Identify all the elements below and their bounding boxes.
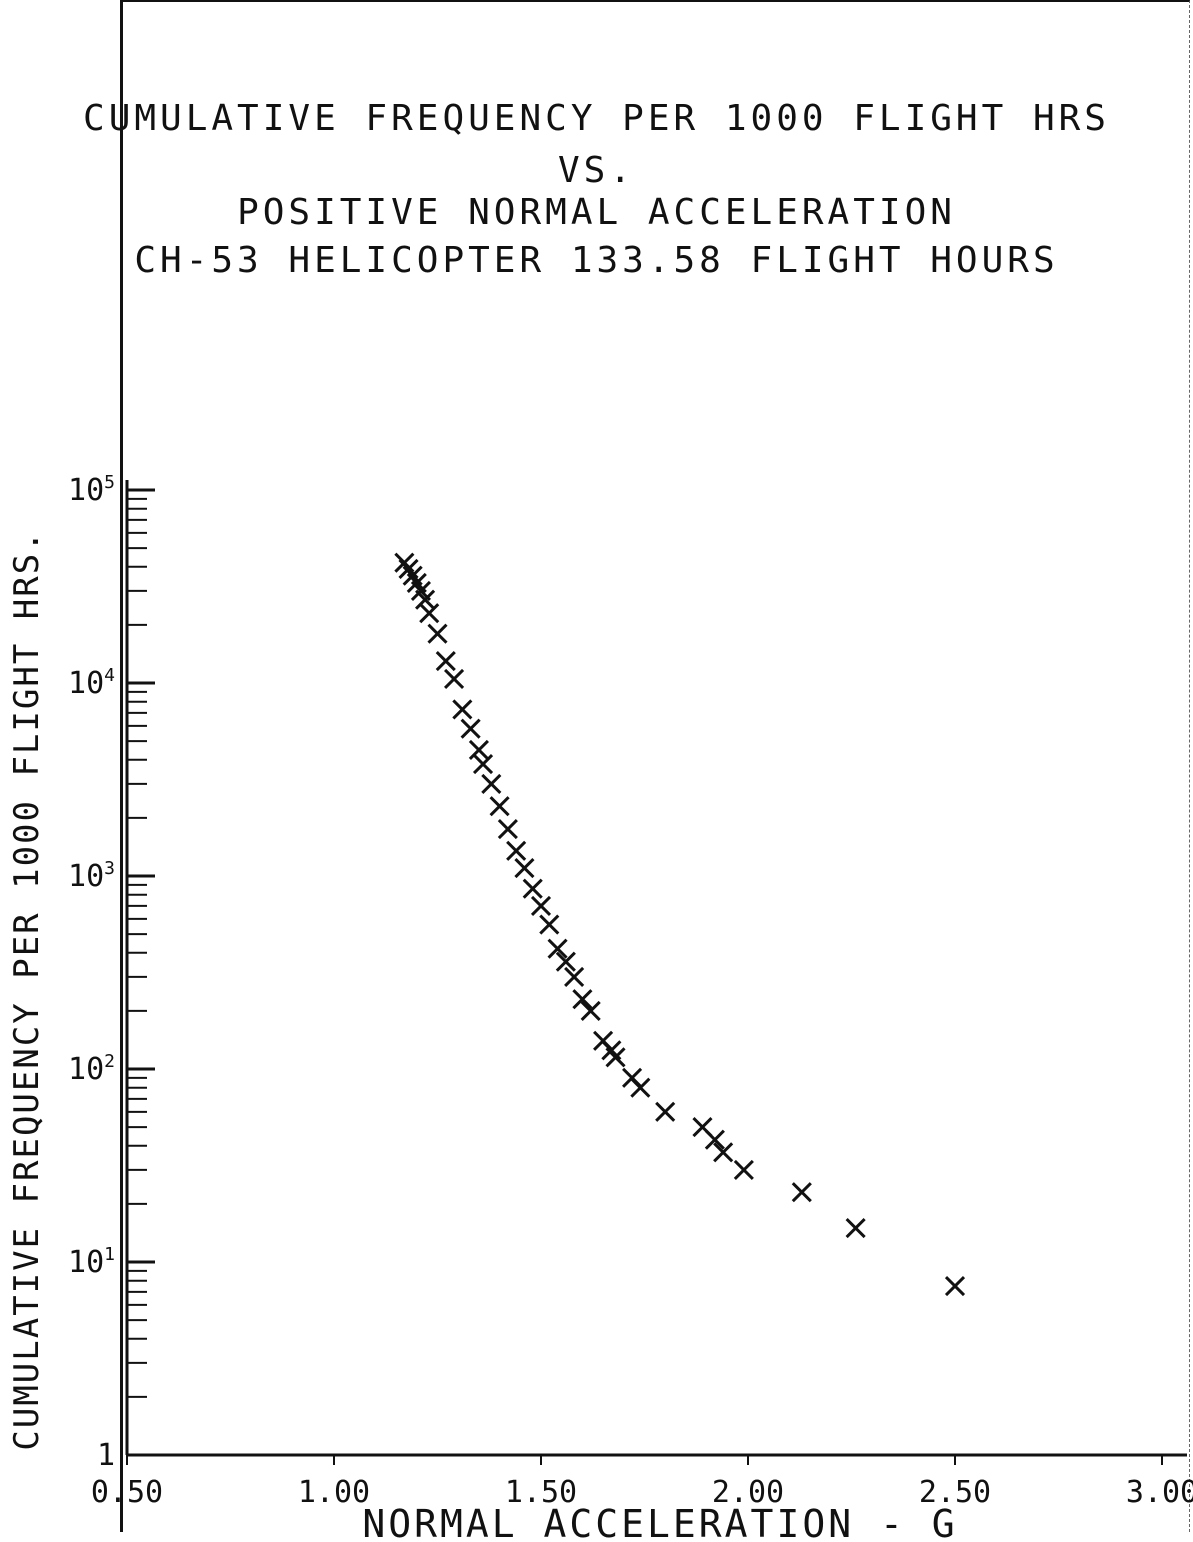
data-point bbox=[791, 1182, 812, 1203]
x-tick-label: 1.50 bbox=[505, 1475, 577, 1510]
data-point bbox=[460, 718, 481, 739]
chart-frame bbox=[120, 0, 1190, 1532]
data-point bbox=[555, 951, 576, 972]
data-point bbox=[655, 1101, 676, 1122]
data-point bbox=[514, 857, 535, 879]
data-point bbox=[704, 1129, 725, 1150]
chart-title-line-4: CH-53 HELICOPTER 133.58 FLIGHT HOURS bbox=[134, 240, 1059, 281]
data-point bbox=[522, 878, 543, 899]
data-point bbox=[489, 796, 510, 817]
y-tick-label: 102 bbox=[68, 1051, 115, 1087]
y-tick-label: 101 bbox=[68, 1244, 115, 1280]
data-point bbox=[506, 840, 527, 861]
data-point bbox=[845, 1217, 866, 1239]
data-point bbox=[605, 1047, 626, 1068]
data-point bbox=[435, 650, 456, 672]
chart-title-line-2: VS. bbox=[557, 150, 636, 191]
data-point bbox=[713, 1142, 734, 1163]
data-point bbox=[630, 1077, 651, 1098]
data-point bbox=[539, 914, 560, 935]
x-tick-label: 3.00 bbox=[1126, 1475, 1193, 1510]
x-tick-label: 2.50 bbox=[919, 1475, 991, 1510]
data-point bbox=[564, 966, 585, 987]
data-point bbox=[427, 623, 448, 644]
data-point bbox=[733, 1159, 754, 1180]
data-point bbox=[530, 895, 552, 916]
data-point bbox=[443, 668, 465, 689]
data-point bbox=[452, 699, 473, 720]
y-tick-label: 1 bbox=[97, 1438, 115, 1473]
y-axis-title: CUMULATIVE FREQUENCY PER 1000 FLIGHT HRS… bbox=[7, 529, 47, 1450]
data-point bbox=[944, 1276, 966, 1297]
chart-title-line-1: CUMULATIVE FREQUENCY PER 1000 FLIGHT HRS bbox=[83, 98, 1110, 139]
data-point bbox=[468, 739, 489, 760]
data-point bbox=[547, 938, 568, 959]
x-tick-label: 2.00 bbox=[712, 1475, 784, 1510]
data-point bbox=[580, 1000, 601, 1021]
data-point bbox=[481, 773, 502, 794]
x-tick-label: 1.00 bbox=[298, 1475, 370, 1510]
data-point bbox=[572, 989, 593, 1010]
x-tick-label: 0.50 bbox=[91, 1475, 163, 1510]
data-point bbox=[419, 603, 440, 624]
data-point bbox=[472, 754, 494, 775]
data-point bbox=[415, 589, 436, 610]
y-tick-label: 105 bbox=[68, 472, 115, 508]
x-axis-title: NORMAL ACCELERATION - G bbox=[362, 1502, 957, 1542]
data-point bbox=[497, 819, 518, 840]
y-tick-label: 104 bbox=[68, 665, 115, 701]
y-tick-label: 103 bbox=[68, 858, 115, 894]
chart-title-line-3: POSITIVE NORMAL ACCELERATION bbox=[237, 192, 956, 233]
